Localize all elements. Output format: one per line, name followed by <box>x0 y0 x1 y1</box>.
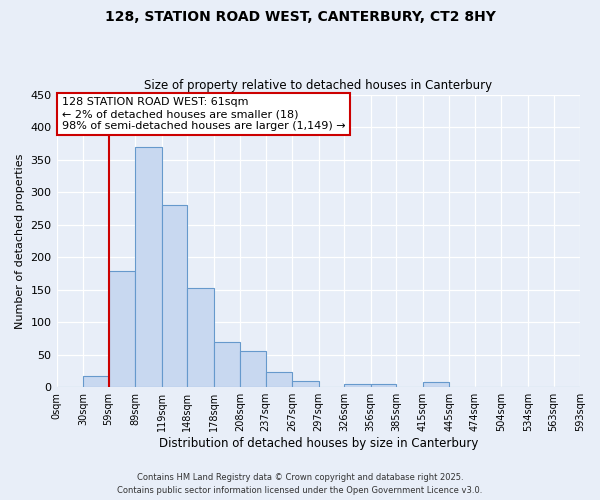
Text: Contains HM Land Registry data © Crown copyright and database right 2025.
Contai: Contains HM Land Registry data © Crown c… <box>118 474 482 495</box>
Bar <box>371 384 397 387</box>
Bar <box>161 205 187 387</box>
Bar <box>187 288 214 387</box>
Text: 128 STATION ROAD WEST: 61sqm
← 2% of detached houses are smaller (18)
98% of sem: 128 STATION ROAD WEST: 61sqm ← 2% of det… <box>62 98 346 130</box>
Bar <box>135 146 161 387</box>
Text: 128, STATION ROAD WEST, CANTERBURY, CT2 8HY: 128, STATION ROAD WEST, CANTERBURY, CT2 … <box>104 10 496 24</box>
Bar <box>423 382 449 387</box>
Bar <box>266 372 292 387</box>
Bar <box>214 342 240 387</box>
X-axis label: Distribution of detached houses by size in Canterbury: Distribution of detached houses by size … <box>158 437 478 450</box>
Y-axis label: Number of detached properties: Number of detached properties <box>15 153 25 328</box>
Bar <box>240 352 266 387</box>
Bar <box>344 384 371 387</box>
Bar <box>292 380 319 387</box>
Bar <box>109 272 135 387</box>
Bar <box>83 376 109 387</box>
Title: Size of property relative to detached houses in Canterbury: Size of property relative to detached ho… <box>144 79 493 92</box>
